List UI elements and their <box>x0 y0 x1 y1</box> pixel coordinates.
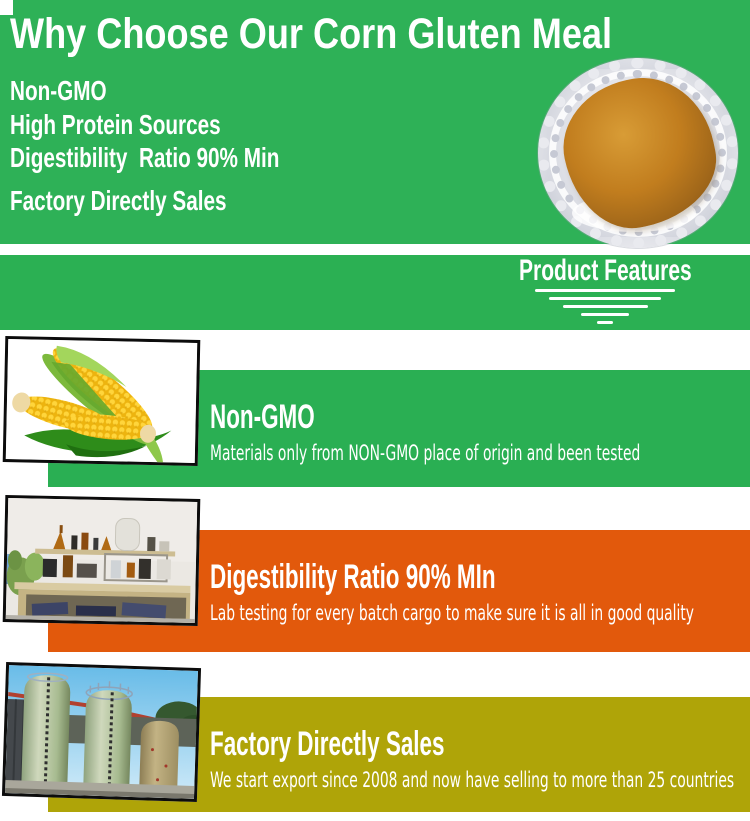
hero-bullet: Digestibility Ratio 90% Min <box>10 142 280 173</box>
corner-notch <box>0 0 13 15</box>
feature-description: Lab testing for every batch cargo to mak… <box>210 601 694 625</box>
powder-bowl-image <box>538 58 738 248</box>
feature-title: Factory Directly Sales <box>210 725 445 763</box>
feature-title: Digestibility Ratio 90% MIn <box>210 558 496 596</box>
corn-cobs-image <box>5 339 198 463</box>
storage-tanks-image <box>5 665 198 799</box>
decorative-underline-stack <box>460 289 750 329</box>
feature-description: We start export since 2008 and now have … <box>210 768 735 792</box>
feature-photo-tanks <box>1 661 202 803</box>
feature-photo-lab <box>2 494 201 627</box>
underline-bar <box>581 313 629 316</box>
underline-bar <box>597 321 613 324</box>
feature-description: Materials only from NON-GMO place of ori… <box>210 441 641 465</box>
lab-testing-bench-image <box>5 498 198 623</box>
section-title: Product Features <box>518 254 692 287</box>
hero-banner: Why Choose Our Corn Gluten Meal Non-GMO … <box>0 0 750 248</box>
feature-banner-non-gmo: Non-GMO Materials only from NON-GMO plac… <box>48 370 750 487</box>
feature-title: Non-GMO <box>210 398 315 436</box>
page-title: Why Choose Our Corn Gluten Meal <box>10 10 613 58</box>
underline-bar <box>562 305 648 308</box>
section-product-features: Product Features <box>0 254 750 330</box>
hero-bullet: Non-GMO <box>10 75 107 106</box>
hero-bullet: Factory Directly Sales <box>10 184 227 216</box>
hero-bullet: High Protein Sources <box>10 108 221 140</box>
underline-bar <box>535 289 675 292</box>
feature-photo-corn <box>2 335 201 467</box>
underline-bar <box>549 297 661 300</box>
hero-bullet-list: Non-GMO High Protein Sources Digestibili… <box>10 74 374 217</box>
